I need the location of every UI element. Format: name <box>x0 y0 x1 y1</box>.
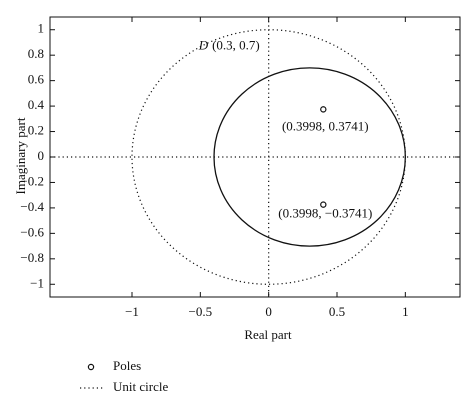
y-tick-label: −0.6 <box>20 224 44 239</box>
x-axis-label: Real part <box>244 327 292 342</box>
circle-text: (0.3, 0.7) <box>212 38 260 53</box>
y-tick-label: 0.8 <box>28 46 44 61</box>
circle-label: D (0.3, 0.7) <box>198 38 260 53</box>
circle <box>213 67 406 247</box>
plot-frame <box>49 16 461 298</box>
x-tick-label: 0.5 <box>329 304 345 319</box>
pole-label: (0.3998, −0.3741) <box>278 206 372 221</box>
y-axis-label: Imaginary part <box>13 117 28 194</box>
y-tick-label: −0.4 <box>20 199 44 214</box>
x-tick-label: 0 <box>265 304 272 319</box>
y-tick-label: 0 <box>38 148 45 163</box>
pole <box>320 201 327 208</box>
y-tick-label: 0.6 <box>28 72 45 87</box>
y-tick-label: 1 <box>38 21 45 36</box>
y-tick-label: −0.2 <box>20 173 44 188</box>
x-tick-label: 1 <box>402 304 409 319</box>
pole <box>320 106 327 113</box>
legend-label: Unit circle <box>113 379 168 394</box>
legend-marker <box>87 363 95 371</box>
y-tick-label: −1 <box>30 275 44 290</box>
y-tick-label: 0.2 <box>28 123 44 138</box>
y-tick-label: 0.4 <box>28 97 45 112</box>
x-tick-label: −0.5 <box>189 304 213 319</box>
y-tick-label: −0.8 <box>20 250 44 265</box>
circle-symbol: D <box>198 38 209 53</box>
pole-label: (0.3998, 0.3741) <box>282 118 369 133</box>
legend-label: Poles <box>113 358 141 373</box>
x-tick-label: −1 <box>125 304 139 319</box>
